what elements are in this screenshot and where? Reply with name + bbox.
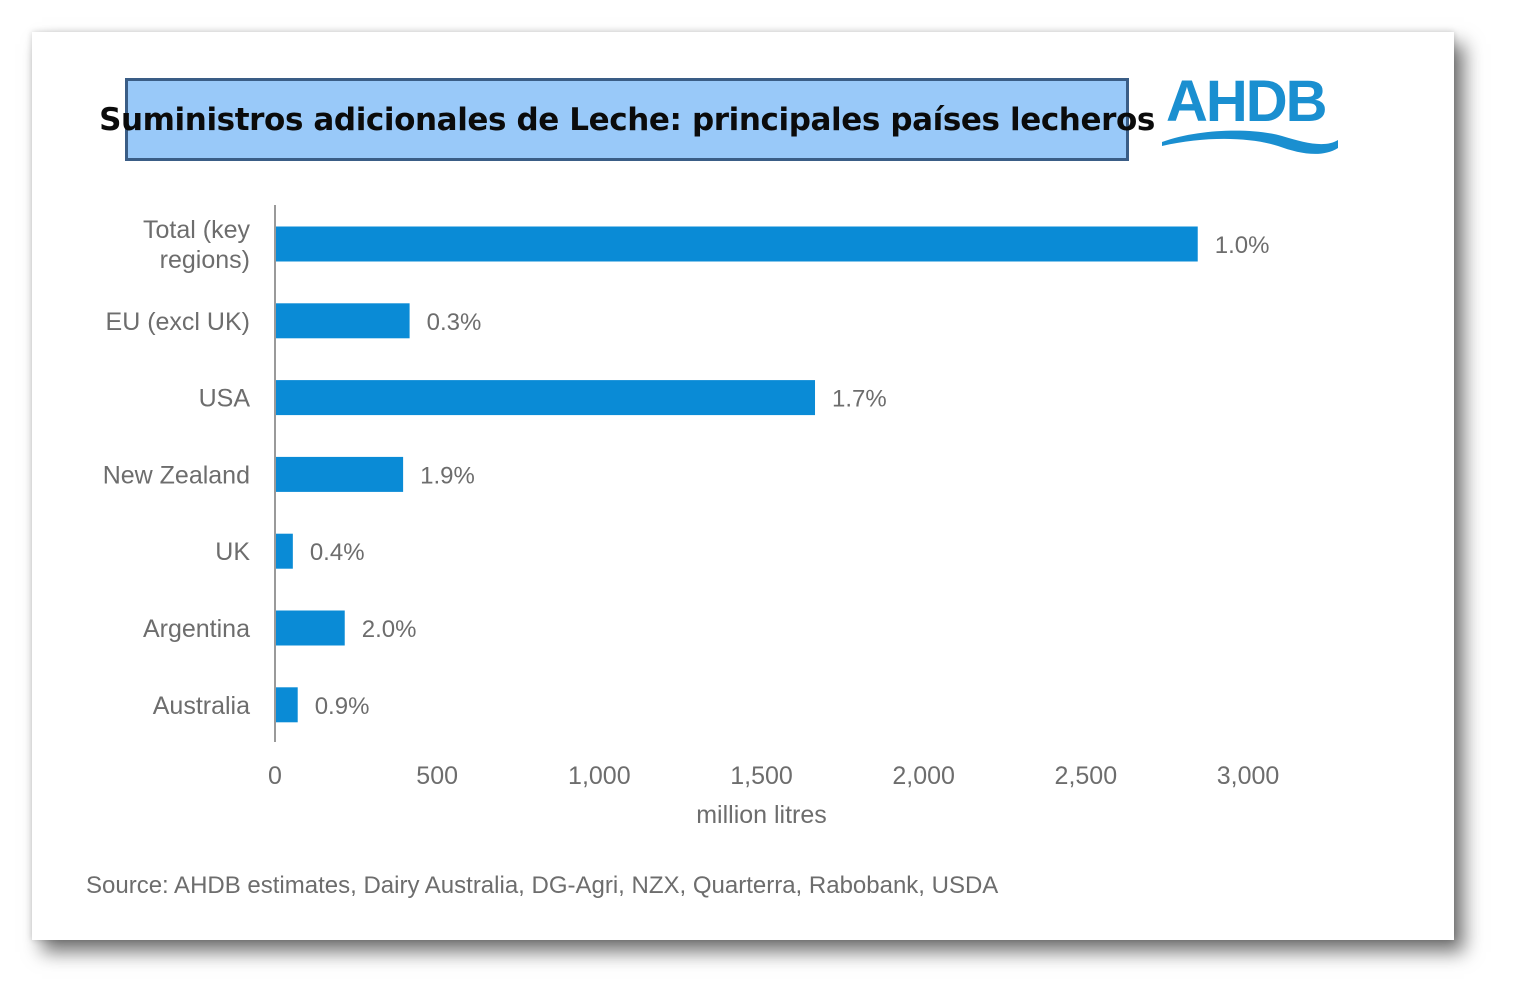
data-label: 0.3% <box>427 309 482 336</box>
chart-title: Suministros adicionales de Leche: princi… <box>99 101 1155 138</box>
data-label: 0.9% <box>315 693 370 720</box>
data-label: 2.0% <box>362 616 417 643</box>
category-label: USA <box>199 385 251 413</box>
bar <box>275 380 816 416</box>
x-tick-label: 1,500 <box>730 762 793 790</box>
data-label: 1.9% <box>420 462 475 489</box>
category-label: Australia <box>153 692 250 720</box>
data-label: 0.4% <box>310 539 365 566</box>
bar <box>275 456 404 492</box>
bar <box>275 610 345 646</box>
logo-text: AHDB <box>1166 69 1328 134</box>
data-label: 1.7% <box>832 386 887 413</box>
x-tick-label: 3,000 <box>1217 762 1280 790</box>
category-label: Total (key regions) <box>143 216 250 274</box>
source-note: Source: AHDB estimates, Dairy Australia,… <box>86 872 999 899</box>
bar <box>275 533 293 569</box>
x-tick-label: 0 <box>268 762 282 790</box>
title-banner: Suministros adicionales de Leche: princi… <box>99 78 1155 161</box>
category-label: Argentina <box>143 615 250 643</box>
x-tick-label: 2,500 <box>1055 762 1118 790</box>
category-label: New Zealand <box>103 461 250 489</box>
x-tick-label: 500 <box>416 762 458 790</box>
chart-card <box>32 32 1454 940</box>
category-label: UK <box>215 538 250 566</box>
x-axis-label: million litres <box>696 801 827 829</box>
bar <box>275 687 298 723</box>
logo-swoosh-icon <box>1162 130 1338 154</box>
x-tick-label: 1,000 <box>568 762 631 790</box>
category-label: EU (excl UK) <box>106 308 250 336</box>
bar <box>275 226 1198 262</box>
bar <box>275 303 410 339</box>
x-tick-label: 2,000 <box>892 762 955 790</box>
ahdb-logo: AHDB <box>1160 69 1345 160</box>
data-label: 1.0% <box>1215 232 1270 259</box>
